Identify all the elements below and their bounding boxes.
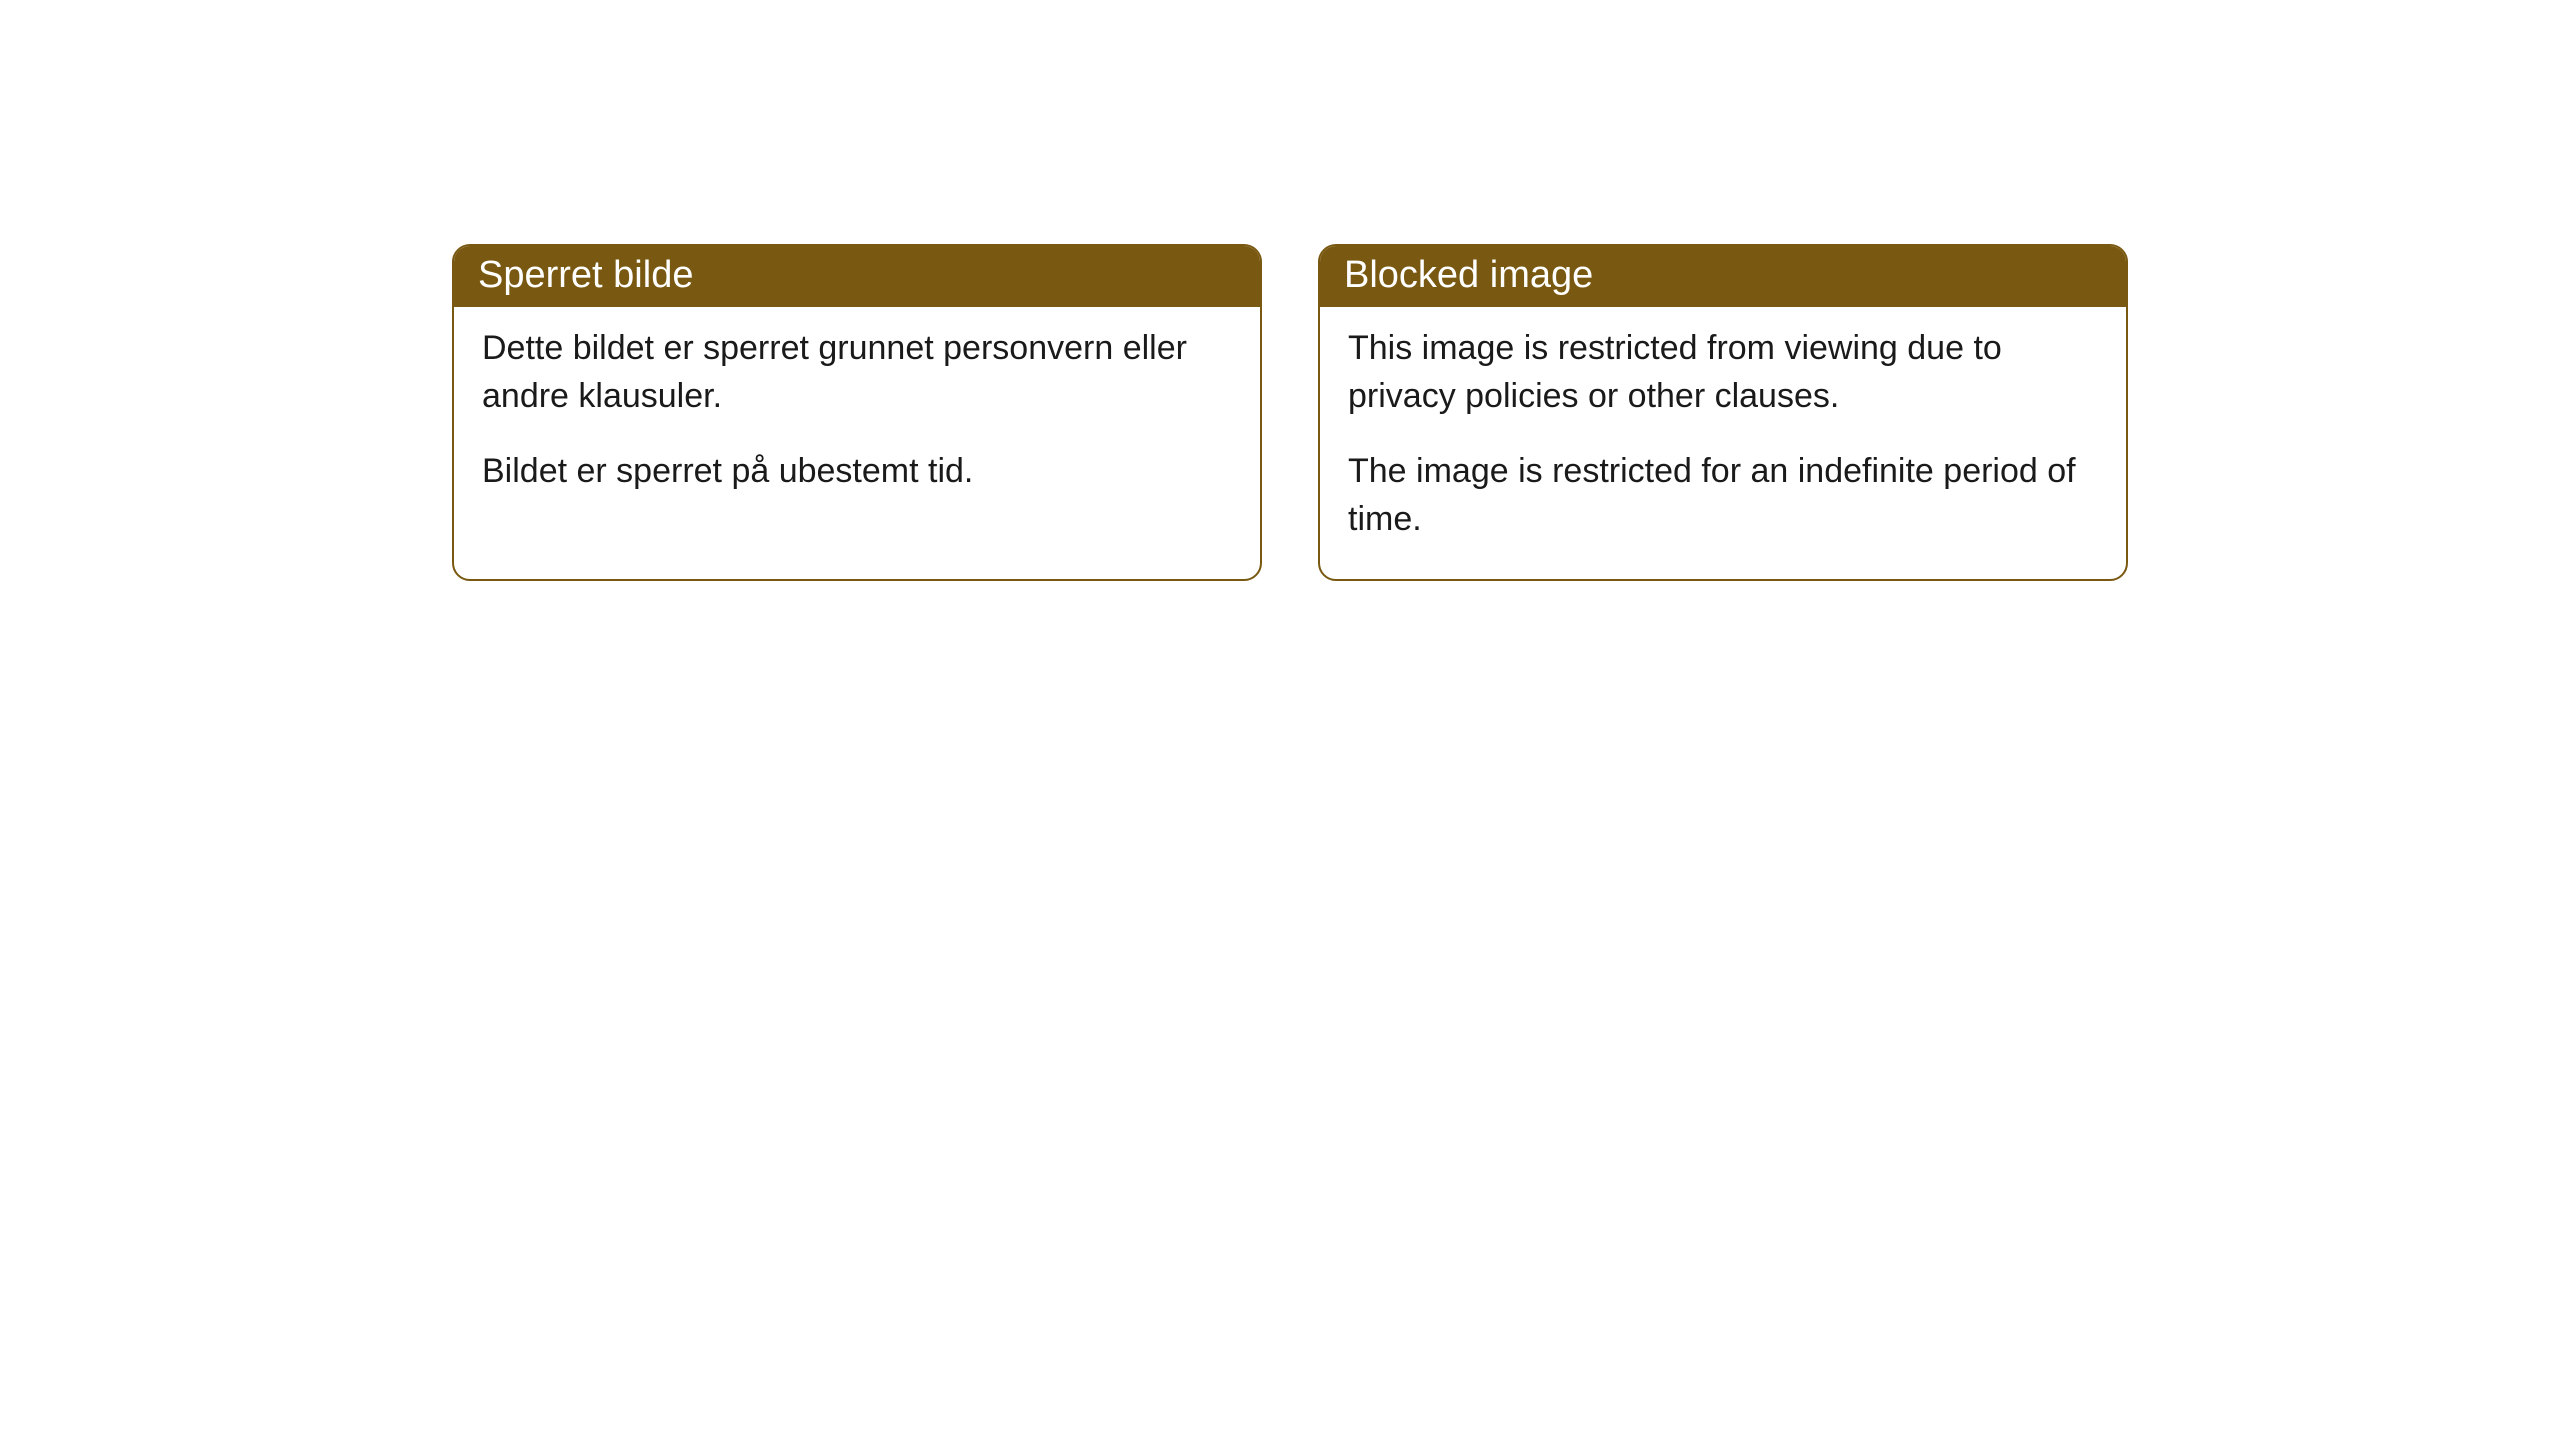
card-title: Blocked image xyxy=(1320,246,2126,307)
card-title: Sperret bilde xyxy=(454,246,1260,307)
notice-paragraph-2: Bildet er sperret på ubestemt tid. xyxy=(482,448,1232,496)
card-body: This image is restricted from viewing du… xyxy=(1320,307,2126,579)
notice-paragraph-1: Dette bildet er sperret grunnet personve… xyxy=(482,325,1232,420)
notice-paragraph-1: This image is restricted from viewing du… xyxy=(1348,325,2098,420)
notice-card-norwegian: Sperret bilde Dette bildet er sperret gr… xyxy=(452,244,1262,581)
notice-card-english: Blocked image This image is restricted f… xyxy=(1318,244,2128,581)
notice-container: Sperret bilde Dette bildet er sperret gr… xyxy=(0,0,2560,581)
card-body: Dette bildet er sperret grunnet personve… xyxy=(454,307,1260,532)
notice-paragraph-2: The image is restricted for an indefinit… xyxy=(1348,448,2098,543)
